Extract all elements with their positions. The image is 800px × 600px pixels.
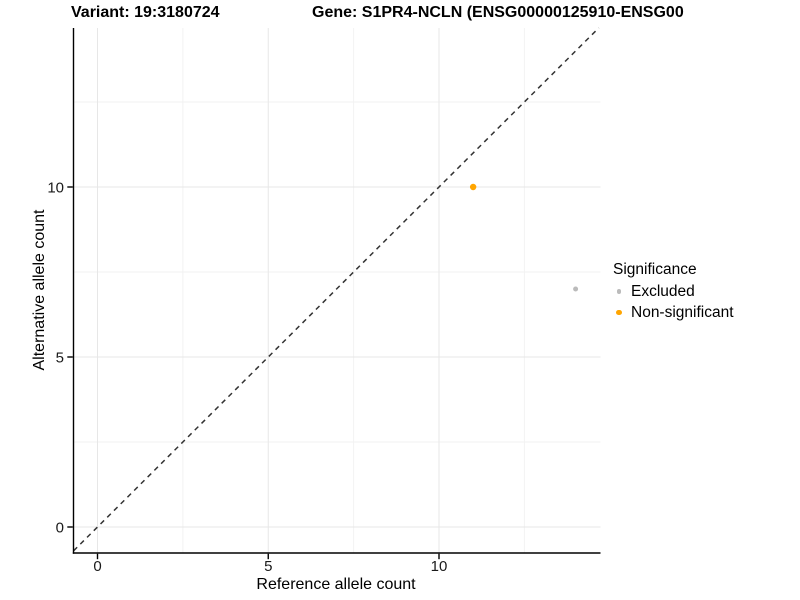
variant-title: Variant: 19:3180724 bbox=[71, 4, 220, 21]
x-axis-title: Reference allele count bbox=[256, 576, 416, 593]
data-point-excluded bbox=[573, 286, 579, 292]
legend-key bbox=[613, 281, 625, 302]
y-tick-label: 10 bbox=[47, 179, 64, 196]
legend-key bbox=[613, 302, 625, 323]
x-tick-label: 5 bbox=[264, 558, 272, 575]
y-tick-label: 0 bbox=[56, 519, 64, 536]
legend-item-non-significant: Non-significant bbox=[613, 302, 734, 323]
legend-title: Significance bbox=[613, 261, 697, 278]
y-tick-label: 5 bbox=[56, 349, 64, 366]
x-tick-label: 10 bbox=[431, 558, 448, 575]
non-significant-dot-icon bbox=[616, 309, 622, 316]
identity-dashed-line bbox=[73, 27, 600, 552]
data-point-non-significant bbox=[469, 183, 477, 191]
legend-item-excluded: Excluded bbox=[613, 281, 734, 302]
legend-item-label: Excluded bbox=[631, 282, 695, 300]
excluded-dot-icon bbox=[616, 289, 622, 294]
legend-item-label: Non-significant bbox=[631, 303, 734, 321]
x-tick-label: 0 bbox=[93, 558, 101, 575]
legend: Significance Excluded Non-significant bbox=[613, 261, 734, 323]
gene-title: Gene: S1PR4-NCLN (ENSG00000125910-ENSG00 bbox=[312, 4, 684, 21]
